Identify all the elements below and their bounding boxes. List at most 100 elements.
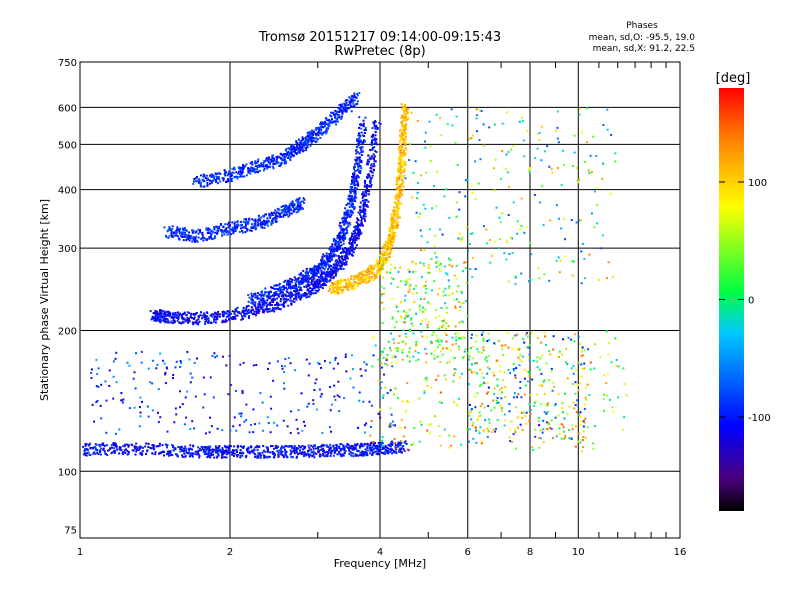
data-point: [391, 226, 394, 229]
data-point: [280, 215, 282, 218]
data-point: [211, 448, 214, 451]
data-point: [245, 163, 248, 166]
data-point: [475, 362, 478, 365]
data-point: [257, 452, 260, 455]
data-point: [337, 380, 340, 383]
data-point: [201, 233, 204, 235]
data-point: [160, 451, 163, 454]
data-point: [234, 221, 236, 224]
data-point: [338, 410, 341, 413]
data-point: [398, 170, 401, 173]
data-point: [344, 222, 346, 225]
data-point: [392, 420, 394, 423]
data-point: [185, 314, 188, 317]
data-point: [239, 312, 242, 315]
data-point: [106, 449, 109, 452]
data-point: [476, 372, 479, 375]
data-point: [200, 238, 203, 241]
data-point: [329, 447, 332, 450]
data-point: [274, 294, 277, 297]
data-point: [323, 450, 326, 453]
data-point: [279, 287, 282, 290]
data-point: [385, 449, 388, 452]
data-point: [289, 159, 292, 161]
data-point: [254, 162, 256, 164]
data-point: [260, 291, 263, 294]
data-point: [271, 156, 274, 159]
data-point: [316, 267, 318, 270]
data-point: [250, 227, 253, 229]
data-point: [389, 230, 392, 233]
data-point: [248, 452, 251, 455]
data-point: [271, 221, 274, 224]
data-point: [360, 167, 363, 170]
data-point: [133, 371, 136, 374]
data-point: [315, 408, 318, 411]
data-point: [174, 366, 177, 369]
data-point: [382, 265, 384, 268]
data-point: [324, 122, 327, 125]
data-point: [334, 286, 337, 289]
data-point: [319, 137, 322, 139]
data-point: [435, 378, 438, 381]
data-point: [326, 273, 329, 275]
data-point: [395, 452, 398, 455]
data-point: [241, 175, 244, 178]
data-point: [153, 319, 156, 322]
data-point: [267, 224, 269, 227]
data-point: [360, 209, 363, 212]
data-point: [225, 449, 228, 452]
data-point: [371, 148, 374, 151]
data-point: [336, 268, 339, 270]
data-point: [338, 116, 341, 119]
data-point: [347, 286, 350, 289]
data-point: [195, 357, 198, 360]
data-point: [193, 317, 195, 320]
data-point: [348, 253, 351, 256]
data-point: [328, 253, 331, 255]
data-point: [385, 245, 388, 248]
data-point: [353, 177, 356, 179]
data-point: [460, 372, 463, 375]
data-point: [282, 213, 285, 216]
data-point: [372, 153, 375, 156]
data-point: [379, 254, 382, 257]
data-point: [254, 160, 257, 163]
data-point: [330, 270, 332, 273]
data-point: [345, 254, 348, 257]
data-point: [271, 287, 274, 289]
data-point: [172, 321, 175, 324]
data-point: [343, 211, 346, 214]
data-point: [186, 234, 189, 237]
data-point: [250, 294, 253, 297]
data-point: [267, 291, 270, 293]
data-point: [400, 451, 403, 454]
data-point: [198, 454, 201, 457]
data-point: [370, 164, 373, 167]
data-point: [299, 205, 302, 208]
data-point: [232, 231, 235, 234]
data-point: [207, 317, 210, 320]
data-point: [347, 104, 350, 107]
data-point: [350, 197, 353, 200]
data-point: [384, 246, 387, 249]
data-point: [362, 452, 365, 455]
data-point: [336, 394, 339, 397]
data-point: [239, 173, 242, 176]
data-point: [348, 251, 351, 254]
data-point: [141, 400, 143, 403]
data-point: [159, 309, 161, 312]
data-point: [371, 141, 373, 144]
data-point: [358, 137, 361, 140]
data-point: [229, 179, 232, 182]
data-point: [353, 94, 356, 97]
data-point: [281, 154, 284, 156]
data-point: [184, 320, 187, 323]
data-point: [355, 233, 358, 236]
data-point: [171, 315, 174, 318]
data-point: [326, 451, 329, 453]
data-point: [291, 456, 294, 459]
data-point: [328, 254, 331, 257]
data-point: [300, 453, 303, 456]
data-point: [201, 236, 204, 239]
